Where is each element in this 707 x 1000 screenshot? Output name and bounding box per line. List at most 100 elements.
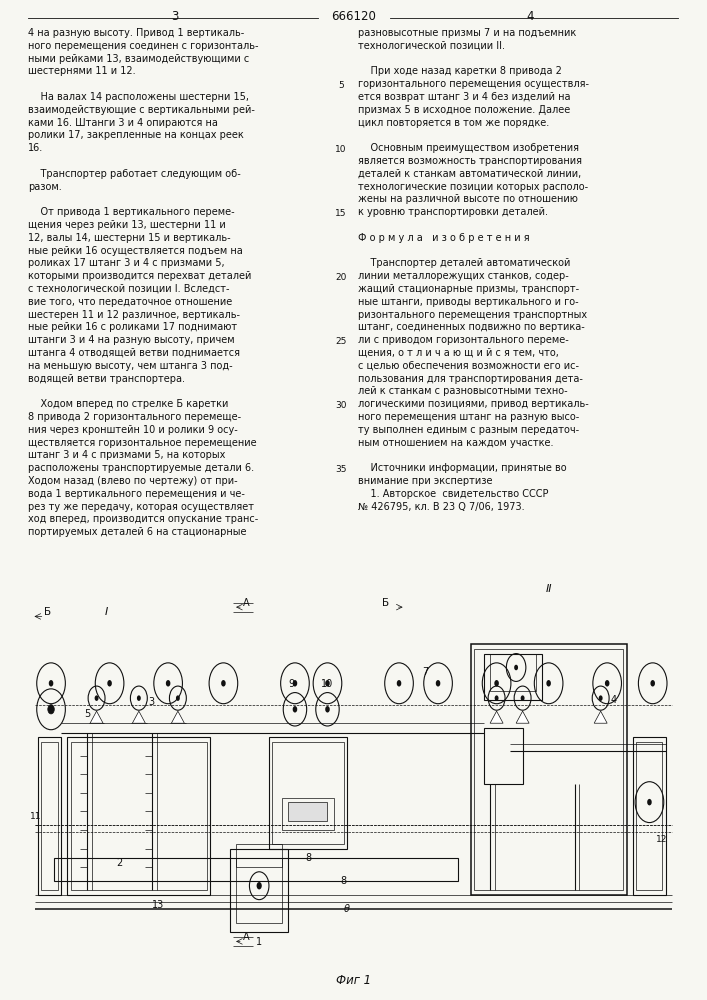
Polygon shape (516, 711, 529, 723)
Text: 12: 12 (656, 835, 667, 844)
Polygon shape (490, 711, 503, 723)
Text: θ: θ (344, 904, 350, 914)
Text: технологические позиции которых располо-: технологические позиции которых располо- (358, 182, 588, 192)
Circle shape (520, 695, 525, 701)
Bar (54, 858, 457, 881)
Bar (230, 849, 288, 932)
Bar (288, 802, 327, 821)
Text: 4: 4 (611, 695, 617, 705)
Text: на меньшую высоту, чем штанга 3 под-: на меньшую высоту, чем штанга 3 под- (28, 361, 233, 371)
Text: 25: 25 (335, 337, 346, 346)
Text: внимание при экспертизе: внимание при экспертизе (358, 476, 493, 486)
Text: 666120: 666120 (331, 10, 376, 23)
Text: ется возврат штанг 3 и 4 без изделий на: ется возврат штанг 3 и 4 без изделий на (358, 92, 571, 102)
Text: к уровню транспортировки деталей.: к уровню транспортировки деталей. (358, 207, 548, 217)
Text: I: I (105, 607, 108, 617)
Text: горизонтального перемещения осуществля-: горизонтального перемещения осуществля- (358, 79, 589, 89)
Bar (484, 728, 522, 784)
Circle shape (547, 680, 551, 687)
Text: логическими позициями, привод вертикаль-: логическими позициями, привод вертикаль- (358, 399, 589, 409)
Bar (636, 742, 662, 890)
Text: Транспортер деталей автоматической: Транспортер деталей автоматической (358, 258, 571, 268)
Circle shape (605, 680, 609, 687)
Circle shape (221, 680, 226, 687)
Text: лей к станкам с разновысотными техно-: лей к станкам с разновысотными техно- (358, 386, 568, 396)
Text: 3: 3 (171, 10, 179, 23)
Text: 3: 3 (148, 697, 155, 707)
Text: с технологической позиции I. Вследст-: с технологической позиции I. Вследст- (28, 284, 230, 294)
Text: портируемых деталей 6 на стационарные: портируемых деталей 6 на стационарные (28, 527, 247, 537)
Bar (474, 649, 624, 890)
Circle shape (48, 705, 54, 714)
Text: 10: 10 (322, 679, 334, 689)
Text: является возможность транспортирования: является возможность транспортирования (358, 156, 582, 166)
Text: 1. Авторское  свидетельство СССР: 1. Авторское свидетельство СССР (358, 489, 549, 499)
Text: цикл повторяется в том же порядке.: цикл повторяется в том же порядке. (358, 118, 549, 128)
Text: ные рейки 16 с роликами 17 поднимают: ные рейки 16 с роликами 17 поднимают (28, 322, 237, 332)
Text: шестернями 11 и 12.: шестернями 11 и 12. (28, 66, 136, 76)
Bar (269, 737, 347, 849)
Circle shape (325, 706, 329, 713)
Text: деталей к станкам автоматической линии,: деталей к станкам автоматической линии, (358, 169, 581, 179)
Text: 2: 2 (116, 857, 122, 867)
Text: II: II (545, 584, 552, 594)
Text: 12, валы 14, шестерни 15 и вертикаль-: 12, валы 14, шестерни 15 и вертикаль- (28, 233, 230, 243)
Text: штанга 4 отводящей ветви поднимается: штанга 4 отводящей ветви поднимается (28, 348, 240, 358)
Text: водящей ветви транспортера.: водящей ветви транспортера. (28, 374, 185, 384)
Circle shape (137, 695, 141, 701)
Text: штанги 3 и 4 на разную высоту, причем: штанги 3 и 4 на разную высоту, причем (28, 335, 235, 345)
Text: 30: 30 (335, 401, 346, 410)
Text: Ходом назад (влево по чертежу) от при-: Ходом назад (влево по чертежу) от при- (28, 476, 238, 486)
Circle shape (436, 680, 440, 687)
Circle shape (49, 680, 53, 687)
Text: Ф о р м у л а   и з о б р е т е н и я: Ф о р м у л а и з о б р е т е н и я (358, 233, 530, 243)
Text: Б: Б (45, 607, 52, 617)
Bar (236, 858, 282, 923)
Text: взаимодействующие с вертикальными рей-: взаимодействующие с вертикальными рей- (28, 105, 255, 115)
Text: 16.: 16. (28, 143, 43, 153)
Text: 11: 11 (30, 812, 42, 821)
Text: ли с приводом горизонтального переме-: ли с приводом горизонтального переме- (358, 335, 568, 345)
Text: щения, о т л и ч а ю щ и й с я тем, что,: щения, о т л и ч а ю щ и й с я тем, что, (358, 348, 559, 358)
Text: 4: 4 (526, 10, 534, 23)
Text: 9: 9 (288, 679, 295, 689)
Bar (471, 644, 626, 895)
Text: разом.: разом. (28, 182, 62, 192)
Circle shape (495, 695, 498, 701)
Bar (236, 844, 282, 867)
Text: ту выполнен единым с разным передаточ-: ту выполнен единым с разным передаточ- (358, 425, 579, 435)
Text: ного перемещения соединен с горизонталь-: ного перемещения соединен с горизонталь- (28, 41, 259, 51)
Text: ные штанги, приводы вертикального и го-: ные штанги, приводы вертикального и го- (358, 297, 578, 307)
Text: ным отношением на каждом участке.: ным отношением на каждом участке. (358, 438, 554, 448)
Text: ризонтального перемещения транспортных: ризонтального перемещения транспортных (358, 310, 587, 320)
Circle shape (397, 680, 402, 687)
Text: расположены транспортируемые детали 6.: расположены транспортируемые детали 6. (28, 463, 254, 473)
Circle shape (166, 680, 170, 687)
Circle shape (599, 695, 602, 701)
Bar (41, 742, 57, 890)
Text: ществляется горизонтальное перемещение: ществляется горизонтальное перемещение (28, 438, 257, 448)
Text: которыми производится перехват деталей: которыми производится перехват деталей (28, 271, 252, 281)
Text: A: A (243, 932, 250, 942)
Text: На валах 14 расположены шестерни 15,: На валах 14 расположены шестерни 15, (28, 92, 249, 102)
Polygon shape (132, 711, 146, 723)
Text: 15: 15 (335, 209, 346, 218)
Text: 8: 8 (305, 853, 311, 863)
Circle shape (293, 706, 297, 713)
Text: 35: 35 (335, 465, 346, 474)
Bar (38, 737, 61, 895)
Text: Ходом вперед по стрелке Б каретки: Ходом вперед по стрелке Б каретки (28, 399, 228, 409)
Text: Фиг 1: Фиг 1 (336, 974, 371, 987)
Text: линии металлорежущих станков, содер-: линии металлорежущих станков, содер- (358, 271, 568, 281)
Text: штанг 3 и 4 с призмами 5, на которых: штанг 3 и 4 с призмами 5, на которых (28, 450, 226, 460)
Circle shape (647, 799, 652, 805)
Bar (633, 737, 666, 895)
Text: щения через рейки 13, шестерни 11 и: щения через рейки 13, шестерни 11 и (28, 220, 226, 230)
Bar (67, 737, 211, 895)
Circle shape (650, 680, 655, 687)
Bar (484, 654, 542, 700)
Text: вие того, что передаточное отношение: вие того, что передаточное отношение (28, 297, 233, 307)
Text: 10: 10 (335, 145, 346, 154)
Text: ход вперед, производится опускание транс-: ход вперед, производится опускание транс… (28, 514, 258, 524)
Circle shape (494, 680, 499, 687)
